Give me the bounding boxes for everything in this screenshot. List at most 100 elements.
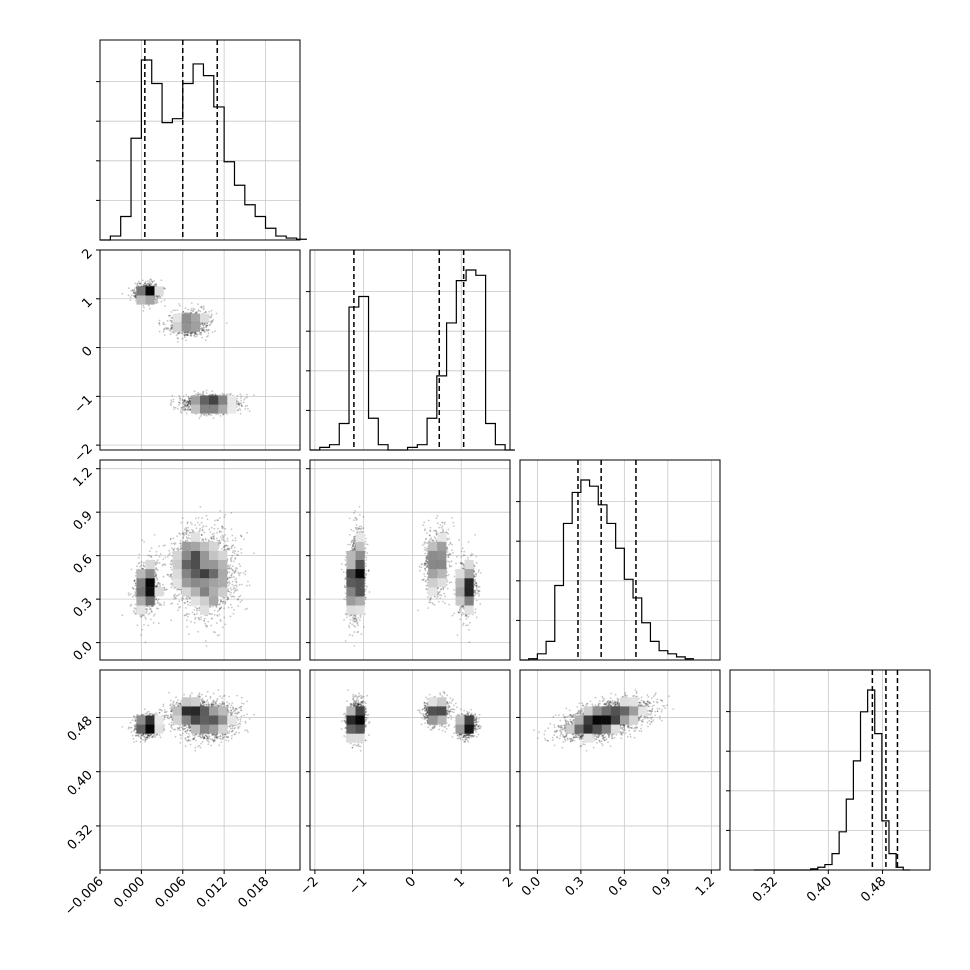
sample-point <box>121 293 124 295</box>
sample-point <box>163 323 166 326</box>
sample-point <box>150 547 153 550</box>
sample-point <box>186 334 189 336</box>
sample-point <box>224 527 227 530</box>
sample-point <box>163 586 166 589</box>
sample-point <box>214 519 216 522</box>
sample-point <box>240 399 243 402</box>
sample-point <box>185 339 188 342</box>
sample-point <box>223 616 226 619</box>
sample-point <box>190 307 193 310</box>
sample-point <box>181 399 184 402</box>
sample-point <box>170 326 173 329</box>
sample-point <box>200 521 203 524</box>
sample-point <box>209 393 212 396</box>
sample-point <box>182 409 184 412</box>
sample-point <box>172 400 175 403</box>
sample-point <box>193 613 196 616</box>
sample-point <box>205 414 208 417</box>
sample-point <box>189 332 192 335</box>
sample-point <box>147 624 150 627</box>
sample-point <box>197 309 200 311</box>
sample-point <box>210 314 213 317</box>
sample-point <box>227 588 230 591</box>
sample-point <box>153 283 156 286</box>
sample-point <box>209 531 212 533</box>
sample-point <box>166 327 169 329</box>
sample-point <box>213 614 216 616</box>
sample-point <box>164 305 166 307</box>
sample-point <box>213 532 216 535</box>
sample-point <box>176 309 179 311</box>
sample-point <box>183 400 186 402</box>
sample-point <box>206 614 209 617</box>
sample-point <box>136 283 139 285</box>
sample-point <box>171 326 173 328</box>
sample-point <box>210 313 213 316</box>
density-cell <box>145 295 155 305</box>
sample-point <box>148 280 151 283</box>
sample-point <box>190 302 193 304</box>
density-cell <box>218 404 228 414</box>
sample-point <box>170 401 173 403</box>
sample-point <box>181 517 184 519</box>
sample-point <box>187 526 190 529</box>
sample-point <box>233 576 235 578</box>
sample-point <box>184 404 187 407</box>
sample-point <box>207 413 210 416</box>
sample-point <box>153 534 156 536</box>
sample-point <box>243 398 245 401</box>
sample-point <box>207 413 210 416</box>
sample-point <box>206 330 209 332</box>
sample-point <box>206 324 209 327</box>
sample-point <box>134 603 137 606</box>
sample-point <box>186 408 189 411</box>
sample-point <box>143 282 146 284</box>
sample-point <box>134 294 137 297</box>
sample-point <box>236 403 239 405</box>
sample-point <box>244 570 247 573</box>
sample-point <box>223 516 226 518</box>
sample-point <box>182 310 185 313</box>
sample-point <box>203 323 206 325</box>
sample-point <box>161 564 164 567</box>
sample-point <box>201 336 204 339</box>
sample-point <box>202 390 205 393</box>
sample-point <box>186 625 188 628</box>
density-cell <box>200 404 210 414</box>
sample-point <box>130 603 133 606</box>
sample-point <box>230 528 233 531</box>
sample-point <box>182 536 185 538</box>
panel-frame <box>99 39 301 241</box>
sample-point <box>182 311 185 314</box>
sample-point <box>183 400 185 403</box>
sample-point <box>240 552 243 554</box>
sample-point <box>148 284 151 287</box>
sample-point <box>180 412 183 414</box>
sample-point <box>178 395 181 397</box>
sample-point <box>156 300 159 302</box>
sample-point <box>189 537 192 540</box>
sample-point <box>179 399 182 401</box>
sample-point <box>201 322 204 325</box>
sample-point <box>163 603 166 606</box>
sample-point <box>147 280 149 282</box>
sample-point <box>170 320 172 322</box>
sample-point <box>178 600 181 602</box>
sample-point <box>235 577 238 580</box>
panel-frame <box>519 459 721 661</box>
sample-point <box>184 307 187 309</box>
sample-point <box>194 335 197 338</box>
sample-point <box>133 294 135 297</box>
sample-point <box>186 404 188 406</box>
density-cell <box>145 286 155 296</box>
sample-point <box>187 334 189 336</box>
sample-point <box>191 611 194 614</box>
sample-point <box>234 539 237 542</box>
sample-point <box>203 307 206 309</box>
sample-point <box>233 609 236 611</box>
sample-point <box>133 295 136 297</box>
sample-point <box>158 604 161 606</box>
sample-point <box>183 405 185 408</box>
sample-point <box>178 401 180 404</box>
